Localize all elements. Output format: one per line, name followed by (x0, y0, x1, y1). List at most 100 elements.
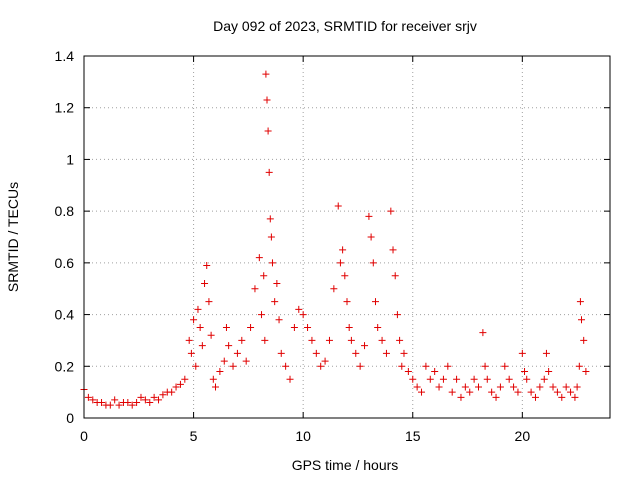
data-point (308, 336, 316, 344)
data-point (461, 383, 469, 391)
data-point (229, 362, 237, 370)
data-point (203, 261, 211, 269)
data-point (106, 401, 114, 409)
data-point (527, 388, 535, 396)
data-point (146, 398, 154, 406)
data-point (475, 383, 482, 391)
data-point (479, 329, 487, 337)
data-point (369, 259, 377, 267)
data-point (540, 375, 548, 383)
data-point (194, 305, 202, 313)
data-point (334, 202, 342, 210)
x-tick-label: 0 (80, 428, 88, 444)
data-point (258, 311, 266, 319)
data-point (115, 401, 123, 409)
data-point (111, 396, 119, 404)
data-point (181, 375, 189, 383)
data-point (505, 375, 513, 383)
data-point (400, 349, 408, 357)
data-point (352, 349, 360, 357)
data-point (198, 342, 206, 350)
data-point (282, 362, 290, 370)
data-point (531, 393, 539, 401)
data-point (222, 324, 230, 331)
data-point (439, 375, 447, 383)
data-point (389, 246, 397, 254)
y-tick-label: 0.4 (55, 307, 75, 323)
data-point (255, 254, 263, 262)
data-point (483, 375, 491, 383)
data-point (176, 380, 184, 388)
x-tick-label: 20 (515, 428, 531, 444)
data-point (321, 357, 329, 365)
x-axis-label: GPS time / hours (292, 457, 399, 473)
data-point (137, 393, 145, 401)
data-point (361, 342, 369, 350)
y-tick-label: 1.2 (55, 100, 75, 116)
y-tick-label: 0.8 (55, 203, 75, 219)
data-point (521, 367, 529, 375)
data-point (187, 349, 195, 357)
data-point (542, 349, 550, 357)
data-point (209, 375, 217, 383)
data-point (518, 349, 526, 357)
data-point (448, 388, 456, 396)
data-point (330, 285, 338, 293)
data-point (481, 362, 489, 370)
data-point (159, 391, 167, 399)
data-point (553, 388, 561, 396)
data-point (356, 362, 364, 370)
data-point (266, 215, 274, 223)
data-point (98, 398, 106, 406)
data-point (238, 336, 246, 344)
data-point (262, 70, 270, 78)
data-point (212, 383, 219, 391)
x-tick-label: 5 (190, 428, 198, 444)
data-points (80, 70, 590, 409)
data-point (275, 316, 283, 324)
data-point (124, 398, 132, 406)
data-point (510, 383, 518, 391)
data-point (341, 272, 349, 280)
data-point (277, 349, 285, 357)
data-point (207, 331, 215, 339)
data-point (562, 383, 570, 391)
data-point (435, 383, 443, 391)
data-point (578, 316, 586, 324)
y-tick-label: 0.2 (55, 358, 75, 374)
data-point (457, 393, 465, 401)
data-point (378, 336, 386, 344)
data-point (286, 375, 294, 383)
data-point (339, 246, 347, 254)
data-point (582, 367, 590, 375)
data-point (304, 324, 312, 331)
data-point (317, 362, 325, 370)
data-point (185, 336, 193, 344)
data-point (84, 393, 92, 401)
data-point (575, 362, 583, 370)
data-point (347, 336, 355, 344)
data-point (260, 272, 268, 280)
y-tick-label: 0.6 (55, 255, 75, 271)
data-point (216, 367, 224, 375)
data-point (242, 357, 250, 365)
data-point (580, 336, 588, 344)
data-point (299, 311, 307, 319)
data-point (312, 349, 320, 357)
data-point (501, 362, 509, 370)
grid (84, 56, 610, 418)
data-point (431, 367, 439, 375)
data-point (192, 362, 200, 370)
data-point (168, 388, 176, 396)
data-point (133, 398, 141, 406)
x-tick-label: 10 (295, 428, 311, 444)
data-point (523, 375, 531, 383)
data-point (265, 168, 273, 176)
data-point (422, 362, 430, 370)
data-point (150, 393, 158, 401)
data-point (396, 336, 404, 344)
data-point (267, 233, 275, 241)
y-tick-label: 1.4 (55, 48, 75, 64)
data-point (247, 324, 255, 331)
